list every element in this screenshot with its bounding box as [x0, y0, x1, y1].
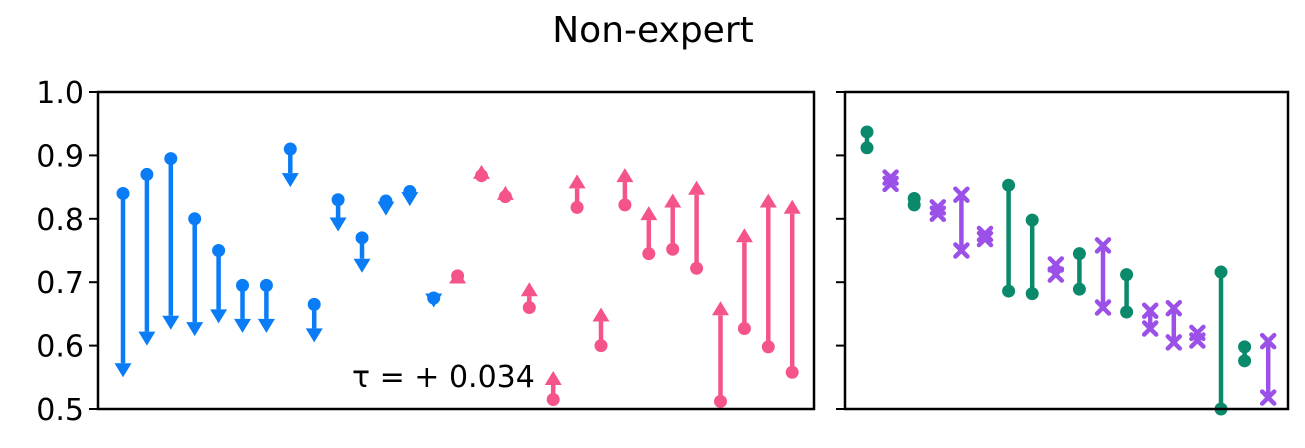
dumbbell-point: [1025, 213, 1039, 227]
arrow-up-head: [688, 180, 706, 195]
left-axes-frame: [96, 90, 816, 411]
x-marker: [1165, 334, 1183, 351]
start-point: [259, 278, 273, 292]
start-point: [355, 231, 369, 245]
start-point: [570, 200, 584, 214]
dumbbell-point: [1120, 305, 1134, 319]
dumbbell-point: [860, 141, 874, 155]
dumbbell-point: [1238, 354, 1252, 368]
start-point: [785, 365, 799, 379]
arrow-up-head: [783, 199, 801, 214]
arrow-down-head: [353, 258, 371, 273]
start-point: [188, 212, 202, 226]
x-marker: [1047, 266, 1065, 283]
dumbbell-point: [1025, 287, 1039, 301]
tau-annotation: τ = + 0.034: [352, 360, 535, 395]
x-marker: [1259, 332, 1277, 350]
y-tick-label: 0.6: [36, 330, 84, 365]
start-point: [690, 261, 704, 275]
y-axis: 0.5 0.6 0.7 0.8 0.9 1.0: [36, 76, 98, 428]
arrow-down-head: [425, 293, 443, 308]
x-marker: [882, 175, 899, 193]
arrow-down-head: [257, 318, 275, 333]
x-marker: [1141, 320, 1159, 337]
arrow-down-head: [329, 217, 347, 232]
arrow-up-head: [568, 174, 586, 189]
dumbbell-point: [1002, 284, 1016, 298]
arrow-down-head: [138, 331, 156, 346]
start-point: [331, 193, 345, 207]
x-marker: [976, 230, 994, 248]
start-point: [212, 244, 226, 257]
right-plot-area: [860, 125, 1277, 416]
arrow-down-head: [281, 173, 299, 188]
start-point: [283, 142, 297, 156]
start-point: [618, 198, 632, 212]
arrow-down-head: [401, 192, 419, 207]
arrow-up-head: [735, 228, 753, 243]
start-point: [714, 394, 727, 408]
dumbbell-point: [1120, 268, 1134, 282]
y-tick-label: 0.9: [36, 139, 84, 174]
x-marker: [953, 186, 970, 203]
arrow-up-head: [473, 164, 490, 179]
arrow-up-head: [592, 307, 610, 322]
left-panel: 0.5 0.6 0.7 0.8 0.9 1.0 τ = + 0.034: [36, 76, 816, 428]
dumbbell-point: [1072, 247, 1086, 261]
y-tick-label: 0.8: [36, 203, 84, 238]
y-tick-label: 0.7: [36, 266, 84, 301]
dumbbell-point: [860, 125, 874, 139]
arrow-up-head: [759, 193, 777, 208]
x-marker: [953, 242, 970, 259]
right-y-ticks: [836, 91, 845, 410]
right-panel: [836, 90, 1290, 416]
x-marker: [1094, 237, 1112, 254]
start-point: [116, 186, 130, 200]
arrow-up-head: [449, 269, 467, 284]
start-point: [761, 340, 775, 354]
dumbbell-point: [1072, 282, 1086, 296]
start-point: [642, 247, 656, 261]
arrow-up-head: [544, 370, 562, 385]
start-point: [666, 242, 680, 256]
arrow-down-head: [186, 322, 204, 337]
chart-title: Non-expert: [552, 10, 754, 51]
start-point: [140, 167, 154, 181]
x-marker: [1189, 332, 1206, 349]
x-marker: [1094, 299, 1112, 316]
dumbbell-point: [1214, 265, 1228, 279]
arrow-up-head: [640, 206, 658, 221]
y-tick-label: 0.5: [36, 393, 84, 428]
start-point: [737, 321, 751, 335]
dumbbell-point: [1238, 340, 1252, 354]
arrow-down-head: [114, 363, 132, 378]
arrow-up-head: [664, 193, 682, 208]
x-marker: [1165, 299, 1183, 317]
x-marker: [929, 205, 947, 222]
arrow-up-head: [496, 185, 514, 200]
arrow-down-head: [377, 201, 395, 216]
start-point: [307, 297, 321, 311]
x-marker: [1141, 302, 1159, 319]
left-plot-area: [114, 142, 801, 408]
start-point: [546, 392, 560, 406]
y-tick-label: 1.0: [36, 76, 84, 111]
x-marker: [1259, 389, 1277, 406]
start-point: [164, 152, 178, 166]
right-axes-frame: [843, 90, 1290, 411]
arrow-up-head: [520, 282, 538, 297]
dumbbell-point: [1002, 178, 1016, 192]
start-point: [522, 301, 536, 315]
arrow-down-head: [162, 315, 180, 330]
arrow-up-head: [712, 301, 729, 316]
arrow-down-head: [305, 328, 323, 343]
arrow-down-head: [234, 318, 251, 333]
arrow-up-head: [616, 168, 634, 183]
start-point: [236, 278, 249, 292]
dumbbell-point: [907, 198, 921, 212]
start-point: [594, 339, 608, 353]
arrow-down-head: [210, 309, 228, 324]
